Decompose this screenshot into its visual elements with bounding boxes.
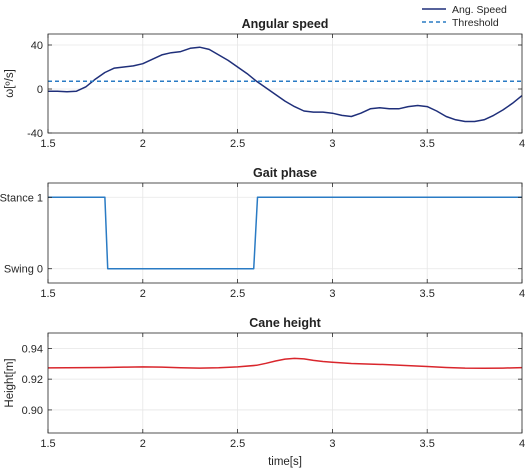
chart3-axes-frame <box>47 332 523 434</box>
chart3-x-tick-label: 3.5 <box>420 438 435 450</box>
chart3-x-tick-label: 4 <box>519 438 525 450</box>
chart2-x-tick-label: 2.5 <box>230 288 245 300</box>
chart2-y-tick-label: Stance 1 <box>0 192 43 204</box>
chart3-y-tick-label: 0.90 <box>22 405 43 417</box>
chart3-x-tick-label: 2 <box>140 438 146 450</box>
chart1-x-tick-label: 2 <box>140 138 146 150</box>
chart2-y-tick-label: Swing 0 <box>4 264 43 276</box>
chart3-x-tick-label: 3 <box>329 438 335 450</box>
chart2-x-tick-label: 3.5 <box>420 288 435 300</box>
chart1-axes-frame <box>47 33 523 134</box>
chart1-plot-area <box>48 34 522 133</box>
chart2-x-tick-label: 1.5 <box>40 288 55 300</box>
chart1-x-tick-label: 2.5 <box>230 138 245 150</box>
chart1-legend-label-threshold: Threshold <box>452 17 499 29</box>
chart3-x-axis-label: time[s] <box>268 456 302 468</box>
chart1-y-axis-label: ω[º/s] <box>4 69 16 98</box>
chart3-plot-area <box>48 333 522 433</box>
chart1-y-tick-label: 40 <box>31 40 43 52</box>
chart1-legend-label-ang-speed: Ang. Speed <box>452 4 507 16</box>
chart1-y-tick-label: 0 <box>37 84 43 96</box>
chart2-x-tick-label: 2 <box>140 288 146 300</box>
chart3-x-tick-label: 2.5 <box>230 438 245 450</box>
chart1-x-tick-label: 3 <box>329 138 335 150</box>
chart1-y-tick-label: -40 <box>27 128 43 140</box>
chart1-title: Angular speed <box>242 17 329 31</box>
chart1-x-tick-label: 1.5 <box>40 138 55 150</box>
chart3-title: Cane height <box>249 316 321 330</box>
chart1-x-tick-label: 3.5 <box>420 138 435 150</box>
chart3-y-tick-label: 0.92 <box>22 374 43 386</box>
chart1-series-ang-speed <box>48 46 523 123</box>
chart2-x-tick-label: 4 <box>519 288 525 300</box>
chart2-x-tick-label: 3 <box>329 288 335 300</box>
chart2-axes-frame <box>47 182 523 284</box>
chart3-y-axis-label: Height[m] <box>4 358 16 407</box>
chart1-x-tick-label: 4 <box>519 138 525 150</box>
chart2-plot-area <box>48 183 522 283</box>
chart2-series-series-1 <box>48 196 522 270</box>
chart3-series-series-1 <box>47 357 523 369</box>
chart2-title: Gait phase <box>253 166 317 180</box>
chart3-x-tick-label: 1.5 <box>40 438 55 450</box>
chart3-y-tick-label: 0.94 <box>22 343 43 355</box>
chart1-legend-box <box>418 0 522 28</box>
